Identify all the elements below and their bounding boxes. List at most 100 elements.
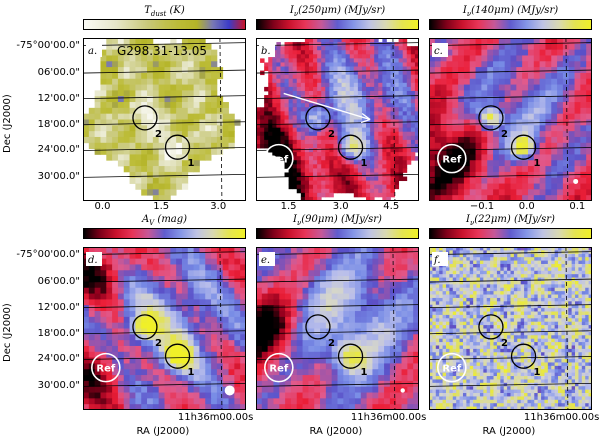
clump-2-circle xyxy=(478,105,504,131)
map-panel: 2 1 a. G298.31-13.05 xyxy=(83,38,246,201)
colorbar xyxy=(256,19,419,30)
coordinate-grid xyxy=(83,247,246,410)
colorbar-tick-label: 0.0 xyxy=(94,201,111,212)
clump-1-label: 1 xyxy=(361,158,368,169)
dec-tick-label: 06'00.0" xyxy=(37,276,80,288)
colorbar-tick-label: 0.1 xyxy=(569,201,586,212)
clump-2-label: 2 xyxy=(328,338,335,349)
direction-arrowhead xyxy=(360,112,371,124)
panel-frame xyxy=(83,38,246,201)
source-name: G298.31-13.05 xyxy=(117,44,207,58)
clump-1-circle xyxy=(510,134,537,160)
clump-2-label: 2 xyxy=(501,338,508,349)
dec-tick-label: 18'00.0" xyxy=(37,118,80,130)
colorbar-title-symbol: I xyxy=(466,214,470,225)
clump-2-label: 2 xyxy=(155,129,162,140)
beam-marker xyxy=(400,388,405,393)
panel-frame xyxy=(256,38,419,201)
clump-1-label: 1 xyxy=(534,158,541,169)
colorbar-title-symbol: I xyxy=(293,214,297,225)
dec-tick-label: -75°00'00.0" xyxy=(16,248,80,260)
clump-2-label: 2 xyxy=(501,129,508,140)
map-panel: 2 1 Ref f. xyxy=(429,247,592,410)
colorbar-tick-label: 3.0 xyxy=(210,201,227,212)
colorbar-tick-label: 3.0 xyxy=(332,201,349,212)
colorbar xyxy=(256,228,419,239)
dec-tick-label: 06'00.0" xyxy=(37,67,80,79)
ra-tick-label: 11h36m00.00s xyxy=(177,412,254,423)
colorbar-tick-label: 75 xyxy=(396,0,409,3)
ra-tick-label: 11h36m00.00s xyxy=(350,412,427,423)
colorbar-title-symbol: I xyxy=(289,5,294,16)
colorbar-tick-label: 1.5 xyxy=(153,201,170,212)
coordinate-grid xyxy=(83,38,246,201)
colorbar-tick-label: 13 xyxy=(104,0,117,3)
clump-2-label: 2 xyxy=(328,129,335,140)
colorbar-title: Iν(22μm) (MJy/sr) xyxy=(429,214,592,227)
clump-1-label: 1 xyxy=(188,158,195,169)
colorbar-tick-label: 0.0 xyxy=(518,201,535,212)
reference-circle xyxy=(91,352,121,383)
clump-2-circle xyxy=(132,105,158,131)
colorbar-title-unit: (mag) xyxy=(154,214,188,225)
colorbar-title-symbol: A xyxy=(141,214,150,225)
panel-frame xyxy=(256,247,419,410)
colorbar-tick-label: 45 xyxy=(560,0,573,3)
reference-circle xyxy=(264,352,294,383)
clump-1-circle xyxy=(337,343,364,369)
x-axis-label: RA (J2000) xyxy=(309,426,363,437)
clump-1-circle xyxy=(510,343,537,369)
clump-1-circle xyxy=(164,343,191,369)
panel-letter: e. xyxy=(261,255,270,266)
panel-letter: d. xyxy=(88,255,98,266)
colorbar-tick-label: 30 xyxy=(516,0,529,3)
panel-letter-box xyxy=(432,252,448,266)
panel-letter-box xyxy=(259,252,275,266)
colorbar-title-unit: (90μm) (MJy/sr) xyxy=(301,214,382,225)
colorbar xyxy=(429,19,592,30)
direction-arrow xyxy=(283,92,371,121)
colorbar-title-unit: (140μm) (MJy/sr) xyxy=(471,5,559,16)
panel-letter: b. xyxy=(261,46,271,57)
dec-tick-label: 24'00.0" xyxy=(37,144,80,156)
panel-letter: c. xyxy=(434,46,443,57)
panel-letter-box xyxy=(86,43,102,57)
x-axis-label: RA (J2000) xyxy=(136,426,190,437)
panel-frame xyxy=(429,38,592,201)
clump-1-label: 1 xyxy=(534,367,541,378)
panel-letter-box xyxy=(86,252,102,266)
coordinate-grid xyxy=(256,247,419,410)
clump-1-label: 1 xyxy=(188,367,195,378)
map-pixels xyxy=(429,247,592,410)
colorbar-tick-label: 14 xyxy=(160,0,173,3)
colorbar xyxy=(429,228,592,239)
colorbar-tick-label: 50 xyxy=(347,0,360,3)
colorbar-title-subscript: V xyxy=(149,219,155,227)
colorbar-title-symbol: I xyxy=(462,5,467,16)
colorbar xyxy=(83,19,246,30)
map-panel: 2 1 Ref c. xyxy=(429,38,592,201)
map-pixels xyxy=(83,38,241,201)
dec-tick-label: 12'00.0" xyxy=(37,92,80,104)
reference-label: Ref xyxy=(442,364,461,375)
panel-letter-box xyxy=(259,43,275,57)
dec-tick-label: 12'00.0" xyxy=(37,301,80,313)
colorbar-title-unit: (22μm) (MJy/sr) xyxy=(474,214,555,225)
colorbar-title-subscript: ν xyxy=(293,10,299,18)
panel-frame xyxy=(429,247,592,410)
reference-circle xyxy=(437,143,467,174)
clump-1-circle xyxy=(164,134,191,160)
colorbar xyxy=(83,228,246,239)
map-panel: 2 1 Ref e. xyxy=(256,247,419,410)
ra-tick-label: 11h36m00.00s xyxy=(523,412,600,423)
colorbar-tick-label: 1.5 xyxy=(280,201,297,212)
map-panel: 2 1 Ref b. xyxy=(256,38,419,201)
colorbar-title-subscript: ν xyxy=(466,10,472,18)
colorbar-tick-label: 4.5 xyxy=(383,201,400,212)
colorbar-tick-label: 15 xyxy=(210,0,223,3)
beam-marker xyxy=(224,385,235,396)
clump-2-circle xyxy=(132,314,158,340)
colorbar-title-subscript: dust xyxy=(150,10,167,18)
reference-label: Ref xyxy=(269,155,288,166)
beam-marker xyxy=(573,178,579,184)
